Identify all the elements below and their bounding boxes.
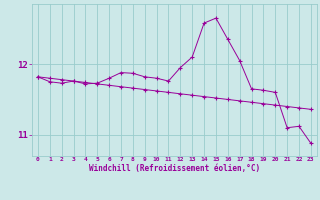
X-axis label: Windchill (Refroidissement éolien,°C): Windchill (Refroidissement éolien,°C) <box>89 164 260 173</box>
